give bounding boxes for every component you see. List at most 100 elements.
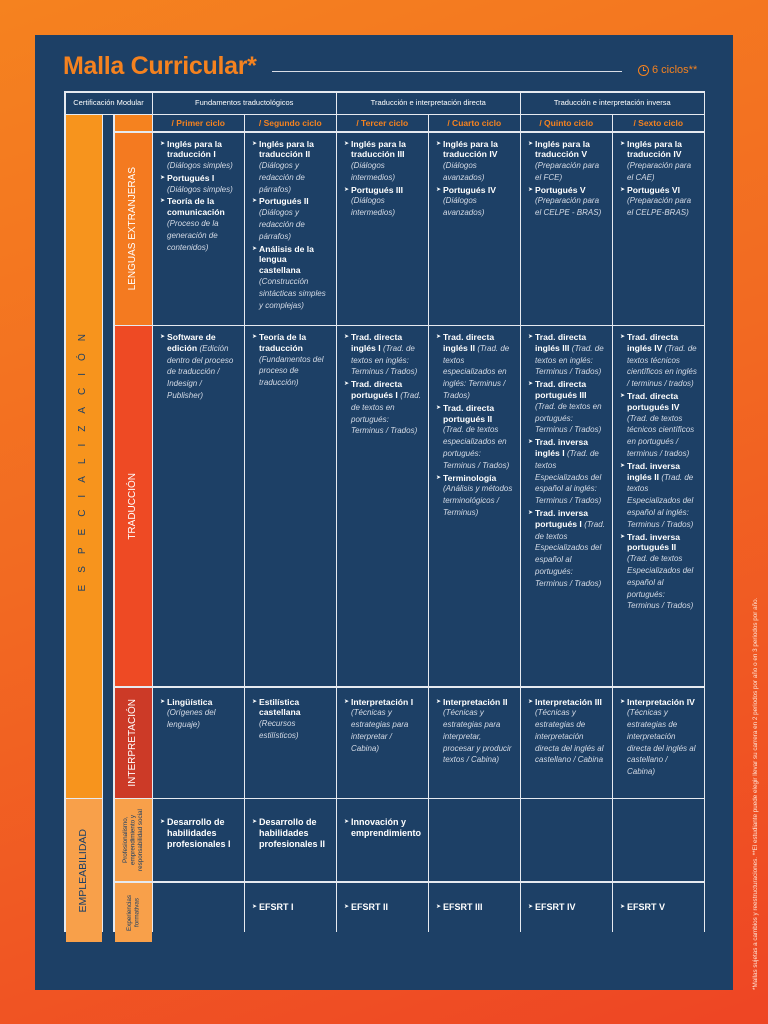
course-title: Desarrollo de habilidades profesionales … (259, 817, 326, 849)
course-title: Portugués I (167, 172, 215, 183)
course-list: ➤ Inglés para la traducción IV (Preparaci… (613, 133, 704, 225)
footnote: *Mallas sujetas a cambios y reestructura… (752, 597, 759, 990)
course-item: ➤ Inglés para la traducción III (Diálogos… (344, 138, 422, 184)
course-list: ➤ EFSRT V (613, 883, 704, 918)
bullet-arrow-icon: ➤ (436, 334, 442, 340)
course-item: ➤ Trad. directa portugués I (Trad. de tex… (344, 379, 422, 437)
course-cell: ➤ EFSRT IV (521, 882, 612, 942)
group-header: Fundamentos traductológicos (153, 92, 336, 114)
course-list: ➤ Interpretación III (Técnicas y estrateg… (521, 688, 612, 772)
course-title: Teoría de la comunicación (167, 196, 225, 218)
bullet-arrow-icon: ➤ (252, 140, 258, 147)
course-list: ➤ Teoría de la traducción (Fundamentos de… (245, 326, 336, 394)
course-title: Trad. directa inglés III (535, 332, 587, 353)
course-title: Portugués VI (627, 184, 681, 195)
course-description: (Trad. de textos en inglés: Terminus / T… (351, 343, 418, 377)
course-description: (Trad. de textos especializados en portu… (443, 425, 510, 470)
course-title: Análisis de la lengua castellana (259, 243, 314, 276)
bullet-arrow-icon: ➤ (252, 819, 258, 825)
course-title: EFSRT II (351, 901, 389, 912)
course-item: ➤ EFSRT IV (528, 901, 606, 913)
course-list: ➤ Trad. directa inglés III (Trad. de text… (521, 326, 612, 595)
course-item: ➤ Trad. inversa portugués I (Trad. de tex… (528, 508, 606, 590)
course-list: ➤ Inglés para la traducción III (Diálogos… (337, 133, 428, 225)
course-title: Trad. inversa inglés II (627, 460, 681, 482)
course-description: (Trad. de textos Especializados del espa… (627, 554, 694, 611)
bullet-arrow-icon: ➤ (620, 186, 626, 193)
row-label: Profesionalismo, emprendimiento y respon… (114, 799, 152, 881)
course-title: Software de edición (167, 332, 216, 353)
course-description: (Diálogos y redacción de párrafos) (259, 161, 305, 194)
course-description: (Diálogos avanzados) (443, 161, 485, 182)
course-description: (Preparación para el CELPE - BRAS) (535, 196, 602, 218)
course-item: ➤ Trad. directa portugués II (Trad. de te… (436, 403, 514, 472)
course-title: EFSRT IV (535, 901, 576, 912)
course-description: (Trad. de textos Especializados del espa… (627, 472, 694, 529)
course-title: Interpretación IV (627, 696, 695, 707)
course-list: ➤ Desarrollo de habilidades profesionales… (245, 799, 336, 854)
course-title: Portugués II (259, 196, 309, 207)
course-cell: ➤ Trad. directa inglés IV (Trad. de texto… (613, 326, 704, 686)
course-cell: ➤ Inglés para la traducción IV (Preparaci… (613, 132, 704, 325)
course-list: ➤ EFSRT III (429, 883, 520, 918)
bullet-arrow-icon: ➤ (620, 903, 626, 910)
bullet-arrow-icon: ➤ (160, 174, 166, 181)
row-label-text: TRADUCCIÓN (126, 472, 138, 540)
course-title: Trad. directa inglés I (351, 332, 403, 353)
page-title: Malla Curricular* (63, 52, 257, 80)
course-cell: ➤ Trad. directa inglés II (Trad. de texto… (429, 326, 520, 686)
course-title: Trad. directa inglés IV (627, 332, 679, 353)
course-cell: ➤ Inglés para la traducción V (Preparació… (521, 132, 612, 325)
course-item: ➤ Teoría de la traducción (Fundamentos de… (252, 332, 330, 389)
course-title: Portugués III (351, 184, 404, 195)
curriculum-table: Certificación Modular Fundamentos traduc… (64, 91, 705, 942)
bullet-arrow-icon: ➤ (344, 698, 350, 705)
bullet-arrow-icon: ➤ (252, 698, 258, 705)
bullet-arrow-icon: ➤ (620, 334, 626, 340)
course-description: (Construcción sintácticas simples y comp… (259, 277, 326, 310)
course-title: Terminología (443, 472, 497, 483)
bullet-arrow-icon: ➤ (160, 819, 166, 825)
course-cell: ➤ Inglés para la traducción II (Diálogos … (245, 132, 336, 325)
course-description: (Trad. de textos Especializados del espa… (535, 448, 602, 506)
course-title: Inglés para la traducción III (351, 138, 406, 160)
bullet-arrow-icon: ➤ (528, 334, 534, 340)
title-divider (272, 71, 622, 72)
course-cell: ➤ Interpretación III (Técnicas y estrateg… (521, 687, 612, 798)
bullet-arrow-icon: ➤ (620, 698, 626, 705)
course-title: Trad. directa portugués III (535, 379, 587, 400)
course-item: ➤ Teoría de la comunicación (Proceso de l… (160, 196, 238, 253)
course-description: (Técnicas y estrategias de interpretació… (627, 708, 696, 777)
course-cell: ➤ Estilística castellana (Recursos estilí… (245, 687, 336, 798)
course-item: ➤ Trad. inversa inglés II (Trad. de texto… (620, 460, 698, 531)
bullet-arrow-icon: ➤ (344, 819, 350, 825)
course-cell: ➤ EFSRT III (429, 882, 520, 942)
row-label: TRADUCCIÓN (114, 326, 152, 686)
course-list: ➤ Inglés para la traducción IV (Diálogos … (429, 133, 520, 225)
cycle-header: / Segundo ciclo (245, 115, 336, 131)
course-description: (Análisis y métodos terminológicos / Ter… (443, 484, 513, 517)
course-item: ➤ EFSRT V (620, 902, 698, 913)
course-item: ➤ Interpretación III (Técnicas y estrateg… (528, 697, 606, 767)
course-description: (Trad. de textos en inglés: Terminus / T… (535, 343, 604, 377)
course-description: (Trad. de textos Especializados del espa… (535, 519, 605, 588)
course-title: Portugués V (535, 184, 586, 195)
bullet-arrow-icon: ➤ (344, 381, 350, 388)
course-list (429, 799, 520, 821)
course-item: ➤ Análisis de la lengua castellana (Const… (252, 243, 330, 312)
course-title: Inglés para la traducción IV (443, 138, 498, 160)
course-description: (Diálogos intermedios) (351, 161, 396, 182)
course-item: ➤ Trad. directa portugués III (Trad. de t… (528, 379, 606, 436)
bullet-arrow-icon: ➤ (528, 439, 534, 446)
course-cell: ➤ EFSRT V (613, 882, 704, 942)
course-title: Inglés para la traducción I (167, 138, 222, 160)
course-title: Trad. inversa inglés I (535, 437, 589, 458)
course-item: ➤ Lingüística (Orígenes del lenguaje) (160, 696, 238, 731)
bullet-arrow-icon: ➤ (528, 186, 534, 193)
course-title: Desarrollo de habilidades profesionales … (167, 817, 231, 849)
row-label: Experiencias formativas (114, 882, 152, 942)
course-description: (Trad. de textos técnicos científicos en… (627, 343, 697, 389)
course-cell: ➤ Innovación y emprendimiento (337, 799, 428, 881)
bullet-arrow-icon: ➤ (528, 381, 534, 388)
course-title: Lingüística (167, 696, 213, 707)
